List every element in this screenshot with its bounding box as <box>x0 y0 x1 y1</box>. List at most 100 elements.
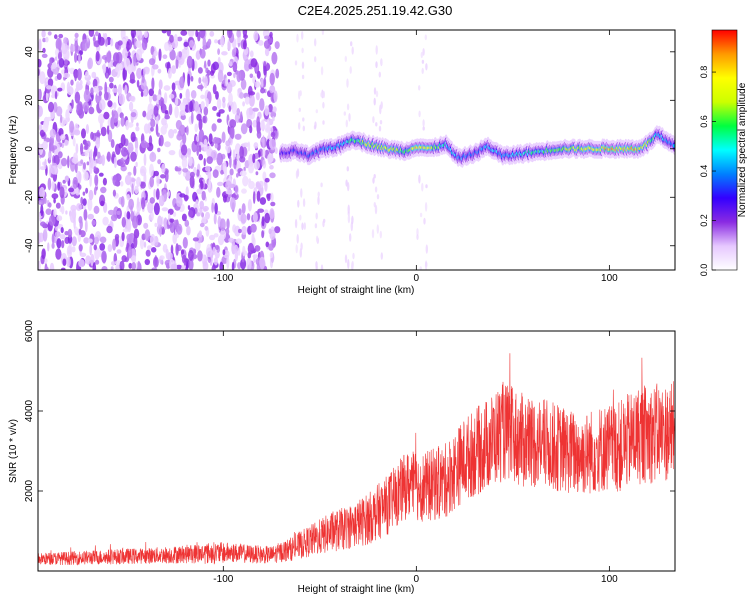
spectrogram-noise-cell <box>51 193 59 200</box>
spectrogram-noise-cell <box>82 198 87 206</box>
spectrogram-noise-cell <box>240 123 248 135</box>
spectrogram-y-tick-label: 20 <box>24 94 35 106</box>
spectrogram-noise-cell <box>79 79 83 86</box>
spectrogram-noise-cell <box>74 52 78 63</box>
spectrogram-noise-cell <box>80 159 84 164</box>
spectrogram-noise-cell <box>63 37 68 44</box>
spectrogram-noise-cell <box>63 72 70 79</box>
spectrogram-noise-cell <box>51 181 55 191</box>
spectrogram-noise-cell <box>41 248 46 260</box>
spectrogram-faint-cell <box>302 198 306 208</box>
spectrogram-faint-cell <box>416 234 419 240</box>
spectrogram-noise-cell <box>169 49 176 61</box>
spectrogram-noise-cell <box>55 226 59 231</box>
spectrogram-noise-cell <box>159 224 162 237</box>
spectrogram-faint-cell <box>347 182 350 192</box>
spectrogram-noise-cell <box>175 243 179 256</box>
spectrogram-noise-cell <box>192 237 199 242</box>
spectrogram-noise-cell <box>183 41 189 47</box>
spectrogram-noise-cell <box>83 237 90 244</box>
spectrogram-noise-cell <box>194 123 198 133</box>
snr-y-tick-label: 4000 <box>24 399 35 422</box>
spectrogram-noise-cell <box>207 69 211 76</box>
spectrogram-noise-cell <box>89 174 92 187</box>
spectrogram-noise-cell <box>140 168 145 174</box>
spectrogram-faint-cell <box>314 38 317 47</box>
snr-x-axis-label: Height of straight line (km) <box>298 584 415 595</box>
spectrogram-noise-cell <box>242 40 247 50</box>
spectrogram-noise-cell <box>104 37 108 47</box>
spectrogram-faint-cell <box>379 230 382 239</box>
spectrogram-noise-cell <box>211 264 216 270</box>
spectrogram-noise-cell <box>237 262 242 270</box>
spectrogram-noise-cell <box>224 166 228 179</box>
spectrogram-noise-cell <box>181 48 187 60</box>
spectrogram-noise-cell <box>201 190 206 201</box>
spectrogram-noise-cell <box>225 189 233 195</box>
spectrogram-noise-cell <box>230 127 235 140</box>
spectrogram-noise-cell <box>124 57 131 71</box>
spectrogram-noise-cell <box>197 84 204 90</box>
spectrogram-noise-cell <box>61 41 68 55</box>
spectrogram-noise-cell <box>226 144 231 154</box>
spectrogram-noise-cell <box>171 65 177 74</box>
spectrogram-noise-cell <box>175 57 179 70</box>
spectrogram-noise-cell <box>255 92 260 101</box>
spectrogram-faint-cell <box>301 74 305 80</box>
spectrogram-noise-cell <box>266 119 270 132</box>
spectrogram-noise-cell <box>249 125 253 134</box>
spectrogram-noise-cell <box>38 88 41 100</box>
spectrogram-noise-cell <box>128 96 135 101</box>
spectrogram-noise-cell <box>226 256 230 269</box>
snr-y-axis-label: SNR (10 * v/v) <box>8 419 19 483</box>
spectrogram-noise-cell <box>71 208 77 220</box>
spectrogram-faint-cell <box>315 265 318 270</box>
spectrogram-noise-cell <box>178 51 182 58</box>
spectrogram-noise-cell <box>157 159 162 165</box>
spectrogram-noise-cell <box>186 148 191 158</box>
spectrogram-noise-cell <box>157 94 161 101</box>
spectrogram-noise-cell <box>270 131 276 138</box>
spectrogram-noise-cell <box>92 78 98 89</box>
spectrogram-faint-cell <box>421 182 424 192</box>
spectrogram-noise-cell <box>204 226 209 231</box>
spectrogram-noise-cell <box>199 222 205 228</box>
spectrogram-noise-cell <box>207 38 212 46</box>
spectrogram-noise-cell <box>79 219 83 230</box>
spectrogram-noise-cell <box>236 108 240 116</box>
spectrogram-faint-cell <box>424 34 427 41</box>
spectrogram-noise-cell <box>87 213 94 220</box>
spectrogram-noise-cell <box>195 50 201 60</box>
spectrogram-noise-cell <box>186 225 191 236</box>
spectrogram-noise-cell <box>101 154 105 166</box>
spectrogram-noise-cell <box>220 35 225 48</box>
spectrogram-faint-cell <box>380 252 383 260</box>
spectrogram-noise-cell <box>267 154 272 166</box>
spectrogram-y-tick-label: 0 <box>24 146 35 152</box>
spectrogram-noise-cell <box>270 192 274 202</box>
spectrogram-noise-cell <box>187 205 191 210</box>
spectrogram-noise-cell <box>103 91 109 101</box>
spectrogram-noise-cell <box>133 54 137 67</box>
spectrogram-noise-cell <box>155 123 159 136</box>
spectrogram-faint-cell <box>301 222 304 231</box>
spectrogram-noise-cell <box>143 123 150 134</box>
spectrogram-noise-cell <box>116 249 122 254</box>
spectrogram-noise-cell <box>61 157 68 167</box>
spectrogram-noise-cell <box>247 141 251 152</box>
spectrogram-noise-cell <box>100 186 107 194</box>
spectrogram-noise-cell <box>169 34 174 43</box>
spectrogram-noise-cell <box>40 221 46 227</box>
spectrogram-noise-cell <box>91 71 97 79</box>
spectrogram-noise-cell <box>241 203 246 214</box>
spectrogram-noise-cell <box>45 90 49 102</box>
spectrogram-noise-cell <box>214 39 218 44</box>
spectrogram-noise-cell <box>44 158 47 170</box>
spectrogram-noise-cell <box>250 58 258 68</box>
spectrogram-noise-cell <box>243 166 246 172</box>
snr-series-line <box>38 353 675 566</box>
spectrogram-faint-cell <box>380 58 383 66</box>
spectrogram-noise-cell <box>149 163 154 177</box>
spectrogram-faint-cell <box>418 110 421 118</box>
spectrogram-noise-cell <box>212 246 216 255</box>
